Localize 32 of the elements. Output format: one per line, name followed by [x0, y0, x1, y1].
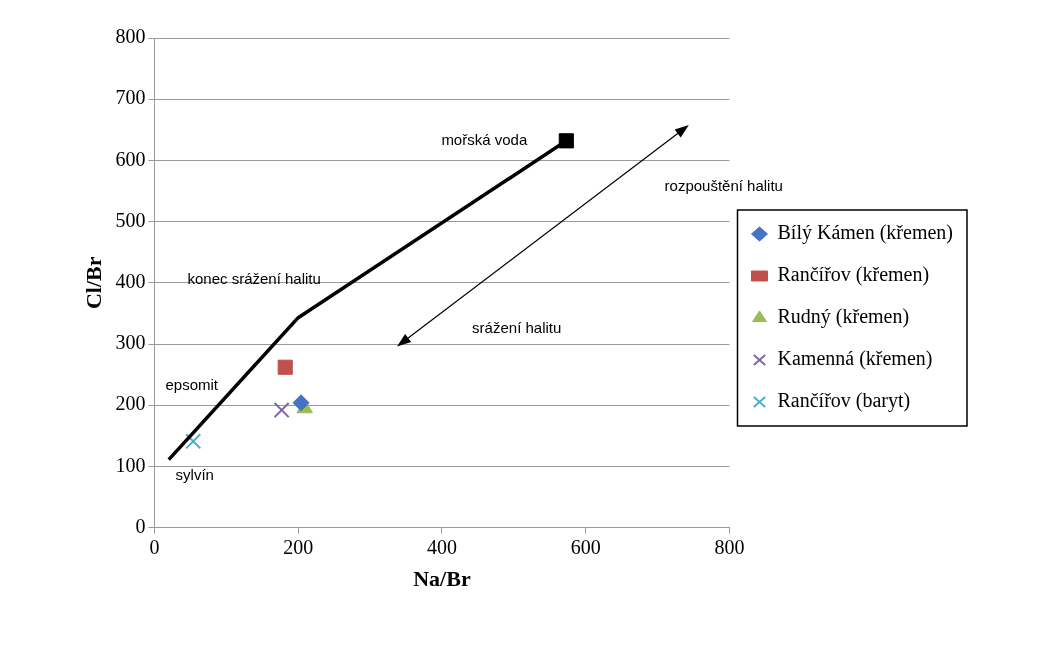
- y-tick-label: 800: [115, 25, 146, 48]
- x-tick-label: 800: [714, 535, 745, 558]
- annotation: epsomit: [165, 375, 219, 393]
- legend-label: Rudný (křemen): [777, 305, 910, 329]
- point: [185, 433, 202, 450]
- x-tick-label: 200: [283, 535, 314, 558]
- x-tick-label: 600: [570, 535, 601, 558]
- legend-label: Bílý Kámen (křemen): [777, 221, 953, 245]
- y-tick-label: 400: [115, 270, 146, 293]
- x-tick-label: 0: [149, 535, 160, 558]
- annotation: sylvín: [175, 465, 214, 483]
- y-axis-title: Cl/Br: [80, 256, 106, 310]
- y-tick-label: 100: [115, 453, 146, 476]
- legend-label: Rančířov (křemen): [777, 263, 930, 287]
- annotation: mořská voda: [441, 130, 528, 148]
- y-tick-label: 0: [135, 514, 146, 537]
- x-tick-label: 400: [426, 535, 457, 558]
- y-tick-label: 500: [115, 208, 146, 231]
- annotation: srážení halitu: [472, 319, 562, 337]
- point: [292, 394, 310, 412]
- point: [558, 133, 574, 149]
- y-tick-label: 700: [115, 86, 146, 109]
- y-tick-label: 300: [115, 331, 146, 354]
- y-tick-label: 600: [115, 147, 146, 170]
- annotation: konec srážení halitu: [187, 269, 321, 287]
- x-axis-title: Na/Br: [413, 566, 471, 592]
- point: [273, 402, 290, 419]
- y-tick-label: 200: [115, 392, 146, 415]
- legend-label: Rančířov (baryt): [777, 389, 911, 413]
- legend-label: Kamenná (křemen): [777, 347, 933, 371]
- point: [277, 359, 293, 375]
- annotation: rozpouštění halitu: [664, 177, 783, 195]
